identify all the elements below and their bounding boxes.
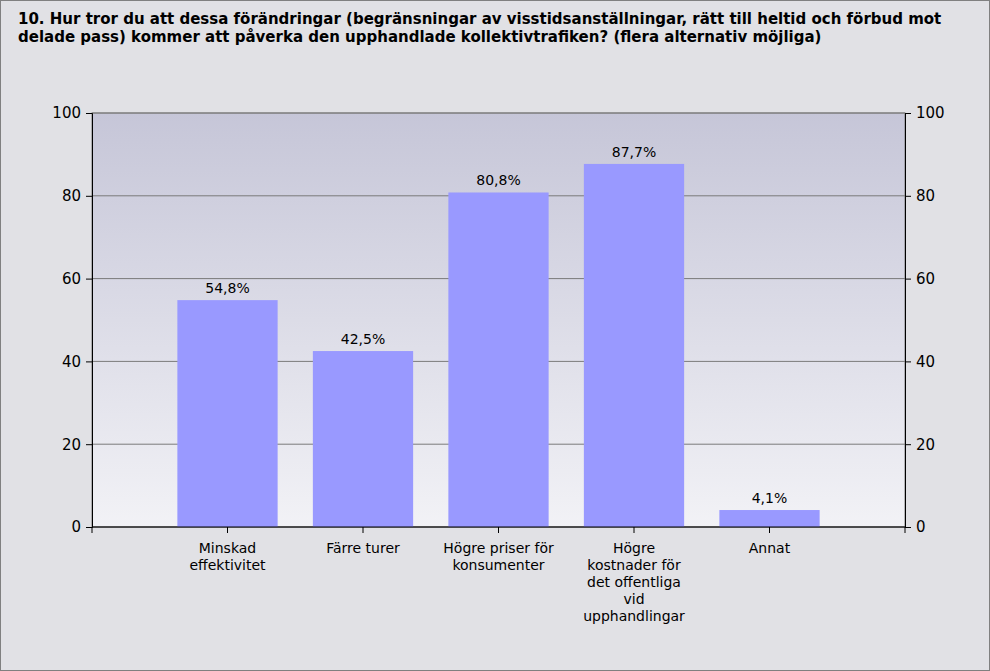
x-divider [769, 527, 770, 533]
tick-label: 40 [916, 353, 935, 371]
tick-mark [86, 444, 92, 445]
grid [92, 113, 905, 527]
tick-label: 20 [916, 436, 935, 454]
bar [719, 510, 819, 527]
title: 10. Hur tror du att dessa förändringar (… [18, 10, 941, 46]
bar [584, 164, 684, 527]
bar [448, 192, 548, 527]
tick: 100 [52, 104, 92, 122]
tick-label: Högre priser förkonsumenter [443, 540, 554, 573]
tick-mark [86, 196, 92, 197]
grid-line [92, 113, 905, 114]
tick: 40 [905, 353, 935, 371]
tick: Annat [749, 540, 791, 556]
tick-label: Färre turer [326, 540, 400, 556]
bar [313, 351, 413, 527]
plot-area [92, 113, 905, 527]
tick: 100 [905, 104, 945, 122]
bars [177, 164, 819, 527]
chart: 10. Hur tror du att dessa förändringar (… [0, 0, 990, 671]
x-divider [634, 527, 635, 533]
tick-mark [86, 279, 92, 280]
tick: 40 [62, 353, 92, 371]
y2-axis: 0 20 40 60 80 100 [905, 104, 945, 536]
tick: Högrekostnader fördet offentligaviduppha… [583, 540, 685, 624]
data-label: 42,5% [341, 331, 385, 347]
tick-label: 0 [71, 518, 81, 536]
tick-mark [86, 361, 92, 362]
tick-label: 80 [62, 187, 81, 205]
tick-label: Minskadeffektivitet [189, 540, 266, 573]
x-divider [905, 527, 906, 533]
data-label: 54,8% [205, 280, 249, 296]
axis-line [906, 114, 912, 528]
y-axis: 0 20 40 60 80 100 [52, 104, 92, 536]
tick: Minskadeffektivitet [189, 540, 266, 573]
tick-mark [86, 113, 92, 114]
data-label: 80,8% [476, 172, 520, 188]
x-divider [363, 527, 364, 533]
tick-label: 60 [916, 270, 935, 288]
tick: 20 [62, 436, 92, 454]
x-divider [227, 527, 228, 533]
tick: 0 [905, 518, 926, 536]
tick: 0 [71, 518, 92, 536]
tick-label: Annat [749, 540, 791, 556]
tick: 20 [905, 436, 935, 454]
tick-label: Högrekostnader fördet offentligaviduppha… [583, 540, 685, 624]
data-labels: 54,8% 42,5% 80,8% 87,7% 4,1% [205, 144, 787, 506]
tick-mark [86, 527, 92, 528]
tick: 60 [62, 270, 92, 288]
tick-mark [905, 361, 911, 362]
tick-label: 40 [62, 353, 81, 371]
x-axis: Minskadeffektivitet Färre turer Högre pris… [92, 527, 905, 624]
tick: Färre turer [326, 540, 400, 556]
data-label: 4,1% [752, 490, 788, 506]
tick-mark [905, 527, 911, 528]
tick: 80 [905, 187, 935, 205]
x-divider [92, 527, 93, 533]
axis-line [86, 114, 93, 528]
tick-label: 100 [916, 104, 945, 122]
tick-mark [905, 113, 911, 114]
tick-label: 0 [916, 518, 926, 536]
data-label: 87,7% [612, 144, 656, 160]
background [1, 1, 990, 671]
tick-label: 80 [916, 187, 935, 205]
bar [177, 300, 277, 527]
tick: 60 [905, 270, 935, 288]
x-divider [498, 527, 499, 533]
tick-mark [905, 196, 911, 197]
tick: Högre priser förkonsumenter [443, 540, 554, 573]
tick-label: 60 [62, 270, 81, 288]
x-boundary-ticks [92, 527, 905, 533]
tick-mark [905, 444, 911, 445]
tick: 80 [62, 187, 92, 205]
tick-label: 20 [62, 436, 81, 454]
tick-mark [905, 279, 911, 280]
tick-label: 100 [52, 104, 81, 122]
